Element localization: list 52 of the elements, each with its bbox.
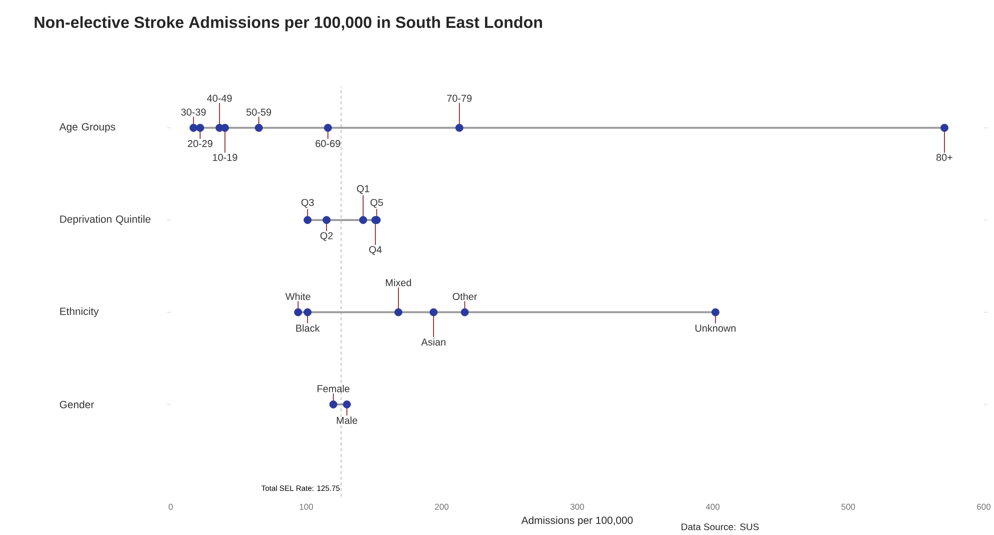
data-label: Q1	[356, 185, 370, 194]
point	[196, 124, 204, 132]
data-label: 30-39	[181, 108, 206, 116]
point	[254, 124, 263, 132]
point	[304, 216, 312, 224]
data-label: 60-69	[316, 140, 340, 147]
point	[455, 124, 464, 132]
chart-title: Non-elective Stroke Admissions per 100,000 in South East London	[34, 16, 542, 32]
point	[430, 308, 438, 316]
point	[324, 124, 332, 132]
x-tick-label: 600	[977, 504, 991, 510]
x-tick-label: 400	[706, 504, 720, 510]
point	[711, 308, 720, 316]
x-tick-label: 200	[435, 504, 449, 510]
data-label: 40-49	[207, 94, 232, 102]
data-label: White	[285, 292, 310, 300]
point	[322, 216, 331, 224]
point	[342, 400, 351, 408]
x-tick-label: 500	[841, 504, 856, 510]
data-label: Other	[452, 292, 478, 300]
x-tick-label: 0	[168, 504, 173, 510]
data-label: 80+	[936, 154, 952, 161]
data-label: Unknown	[695, 324, 736, 332]
x-axis-title: Admissions per 100,000	[521, 516, 633, 526]
point	[190, 124, 198, 132]
y-tick-label: Deprivation Quintile	[60, 215, 150, 225]
data-label: 10-19	[212, 154, 238, 161]
y-tick-label: Ethnicity	[60, 307, 99, 317]
x-tick-label: 300	[570, 504, 584, 510]
data-label: Male	[336, 416, 358, 424]
data-label: 20-29	[188, 140, 212, 147]
data-label: Q5	[370, 198, 383, 208]
data-label: Q3	[301, 198, 314, 208]
data-label: Black	[296, 324, 320, 332]
data-label: Female	[318, 384, 350, 392]
point	[460, 308, 469, 316]
data-label: Mixed	[386, 278, 411, 286]
point	[329, 400, 338, 408]
data-label: Q4	[369, 246, 382, 255]
data-label: 50-59	[246, 108, 272, 116]
source-note: Data Source: SUS	[682, 523, 759, 530]
point	[304, 308, 312, 316]
point	[394, 308, 402, 316]
point	[359, 216, 368, 224]
data-label: 70-79	[447, 94, 472, 102]
point	[940, 124, 948, 132]
data-label: Q2	[320, 232, 333, 241]
data-label: Asian	[421, 338, 446, 346]
y-tick-label: Gender	[60, 400, 94, 408]
y-tick-label: Age Groups	[59, 122, 116, 132]
point	[294, 308, 302, 316]
x-tick-label: 100	[300, 504, 314, 510]
